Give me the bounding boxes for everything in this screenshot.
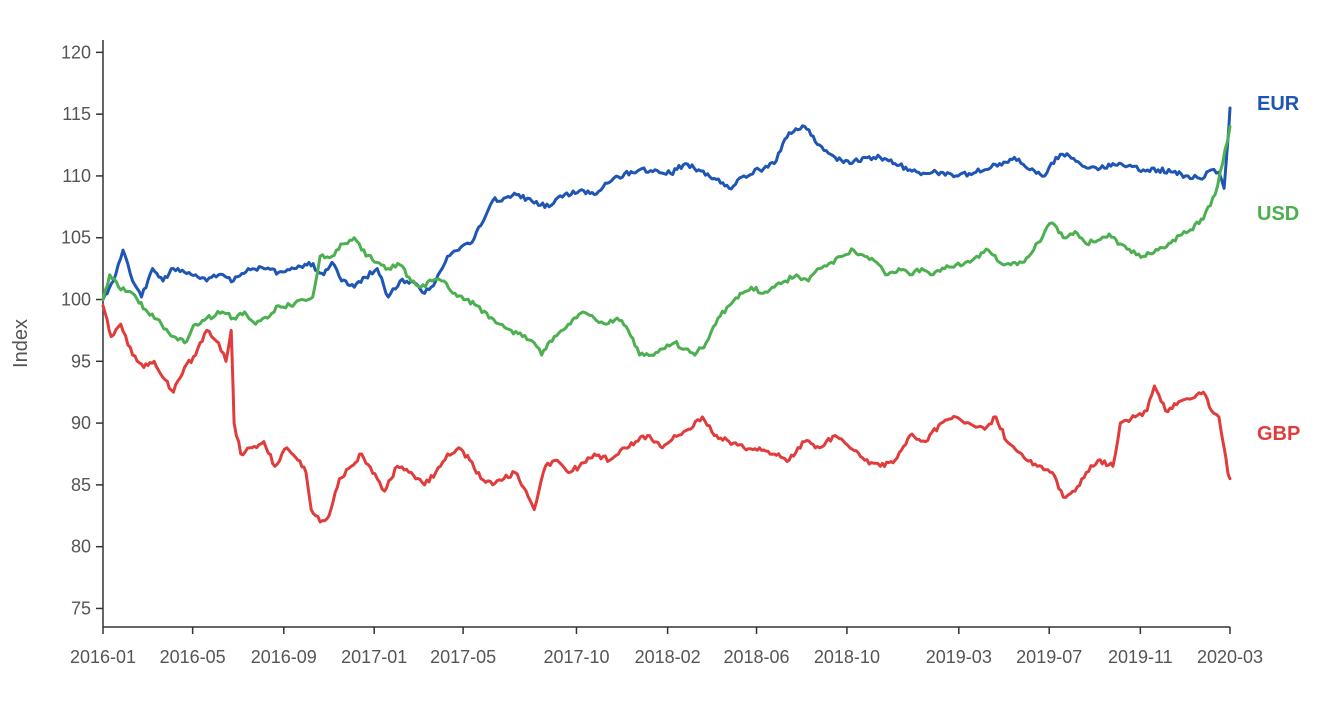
x-tick-label: 2018-02 — [635, 647, 701, 667]
y-axis: 75 80 85 90 95 100 105 110 115 120 — [61, 40, 104, 627]
series-labels: EUR USD GBP — [1257, 93, 1300, 445]
x-axis: 2016-01 2016-05 2016-09 2017-01 2017-05 2017-… — [70, 626, 1263, 667]
series-lines — [101, 106, 1232, 524]
y-tick-label: 85 — [71, 475, 91, 495]
series-label-usd: USD — [1257, 203, 1299, 225]
series-label-gbp: GBP — [1257, 423, 1300, 445]
x-tick-label: 2016-09 — [251, 647, 317, 667]
x-tick-label: 2017-10 — [543, 647, 609, 667]
x-tick-label: 2020-03 — [1197, 647, 1263, 667]
x-tick-label: 2019-07 — [1016, 647, 1082, 667]
y-tick-label: 105 — [61, 228, 91, 248]
series-label-eur: EUR — [1257, 93, 1300, 115]
y-tick-label: 95 — [71, 351, 91, 371]
series-line-eur — [101, 106, 1232, 301]
x-tick-label: 2017-01 — [341, 647, 407, 667]
y-tick-label: 120 — [61, 42, 91, 62]
x-tick-label: 2016-05 — [160, 647, 226, 667]
y-tick-label: 90 — [71, 413, 91, 433]
y-tick-label: 75 — [71, 598, 91, 618]
x-tick-label: 2019-11 — [1108, 647, 1173, 667]
y-tick-label: 115 — [62, 104, 91, 124]
x-tick-label: 2018-06 — [723, 647, 789, 667]
series-line-usd — [101, 125, 1232, 357]
x-tick-label: 2018-10 — [814, 647, 880, 667]
x-tick-label: 2019-03 — [926, 647, 992, 667]
y-axis-title: Index — [10, 319, 32, 368]
y-tick-label: 110 — [62, 166, 91, 186]
x-tick-label: 2016-01 — [70, 647, 136, 667]
y-tick-label: 100 — [61, 290, 91, 310]
x-tick-label: 2017-05 — [430, 647, 496, 667]
y-tick-label: 80 — [71, 537, 91, 557]
series-line-gbp — [101, 304, 1232, 524]
